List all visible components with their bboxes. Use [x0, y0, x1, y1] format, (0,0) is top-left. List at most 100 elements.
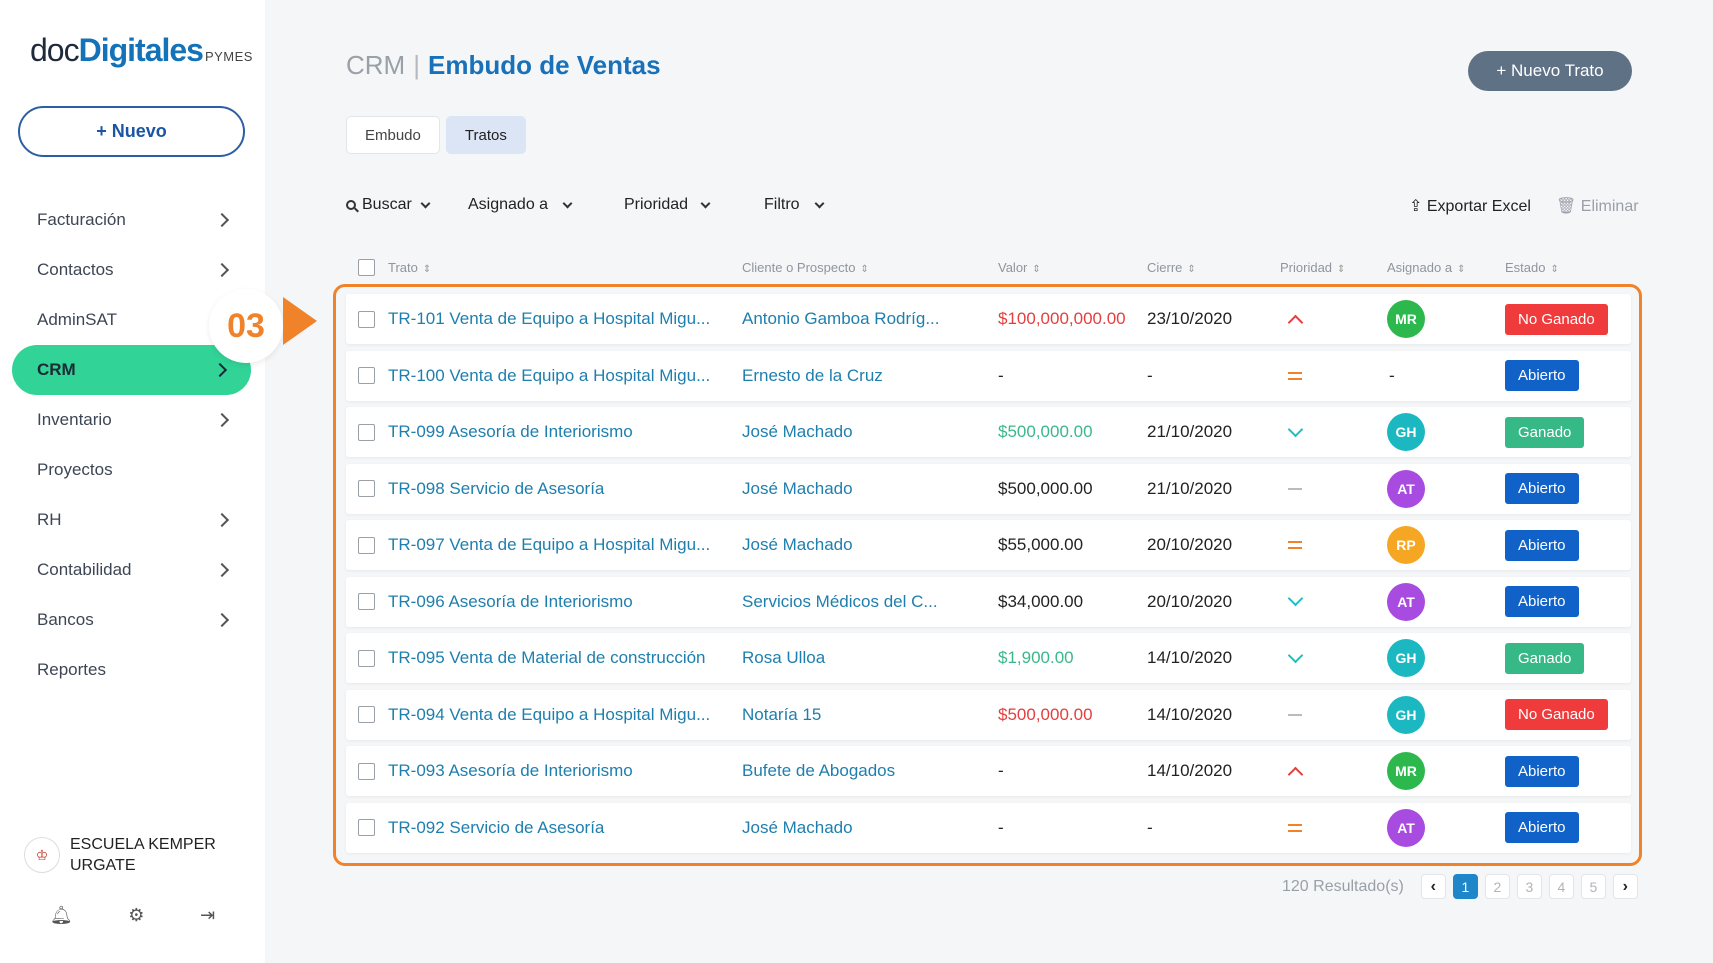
row-checkbox[interactable] [358, 690, 375, 740]
sidebar-item-adminsat[interactable]: AdminSAT [0, 295, 265, 345]
avatar[interactable]: GH [1387, 695, 1425, 734]
deal-link[interactable]: TR-100 Venta de Equipo a Hospital Migu..… [388, 365, 711, 385]
next-page-button[interactable]: › [1612, 874, 1638, 899]
tab-tratos[interactable]: Tratos [445, 116, 526, 154]
table-row[interactable]: TR-095 Venta de Material de construcción… [346, 633, 1631, 683]
row-checkbox[interactable] [358, 520, 375, 570]
deal-link[interactable]: TR-099 Asesoría de Interiorismo [388, 422, 633, 441]
row-checkbox[interactable] [358, 351, 375, 401]
sidebar-item-contactos[interactable]: Contactos [0, 245, 265, 295]
row-checkbox[interactable] [358, 464, 375, 514]
avatar[interactable]: AT [1387, 808, 1425, 847]
client-link[interactable]: José Machado [742, 478, 853, 498]
sidebar-item-bancos[interactable]: Bancos [0, 595, 265, 645]
table-row[interactable]: TR-094 Venta de Equipo a Hospital Migu..… [346, 689, 1631, 740]
row-checkbox[interactable] [358, 746, 375, 796]
avatar[interactable]: AT [1387, 469, 1425, 508]
table-row[interactable]: TR-101 Venta de Equipo a Hospital Migu..… [346, 294, 1631, 344]
sidebar-item-contabilidad[interactable]: Contabilidad [0, 545, 265, 595]
column-header-trato[interactable]: Trato ⇕ [388, 260, 432, 275]
prev-page-button[interactable]: ‹ [1420, 874, 1446, 899]
page-4-button[interactable]: 4 [1548, 874, 1574, 899]
deal-link[interactable]: TR-093 Asesoría de Interiorismo [388, 761, 633, 780]
client-link[interactable]: Notaría 15 [742, 704, 822, 724]
avatar[interactable]: MR [1387, 300, 1425, 338]
page-2-button[interactable]: 2 [1484, 874, 1510, 899]
table-row[interactable]: TR-098 Servicio de Asesoría José Machado $… [346, 463, 1631, 514]
new-deal-button[interactable]: + Nuevo Trato [1468, 51, 1632, 91]
deal-link[interactable]: TR-094 Venta de Equipo a Hospital Migu..… [388, 704, 711, 724]
client-link[interactable]: Bufete de Abogados [742, 761, 896, 780]
sidebar-item-label: RH [37, 510, 62, 529]
deal-value: $55,000.00 [998, 535, 1084, 554]
page-3-button[interactable]: 3 [1516, 874, 1542, 899]
search-filter[interactable]: Buscar [346, 196, 431, 214]
client-link[interactable]: Antonio Gamboa Rodríg... [742, 309, 940, 328]
client-link[interactable]: Ernesto de la Cruz [742, 365, 883, 385]
row-checkbox[interactable] [358, 803, 375, 853]
column-header-estado[interactable]: Estado ⇕ [1505, 260, 1559, 275]
gear-icon[interactable]: ⚙ [128, 905, 145, 925]
sidebar-item-rh[interactable]: RH [0, 495, 265, 545]
tab-embudo[interactable]: Embudo [346, 116, 440, 154]
column-header-prioridad[interactable]: Prioridad ⇕ [1280, 260, 1346, 275]
sidebar-item-label: Proyectos [37, 460, 113, 479]
avatar[interactable]: GH [1387, 413, 1425, 451]
breadcrumb-section[interactable]: CRM [346, 50, 406, 80]
sort-icon: ⇕ [1550, 264, 1559, 275]
priority-cell [1280, 294, 1310, 344]
client-link[interactable]: José Machado [742, 817, 853, 837]
status-badge: No Ganado [1505, 699, 1608, 730]
avatar[interactable]: AT [1387, 582, 1425, 621]
table-row[interactable]: TR-100 Venta de Equipo a Hospital Migu..… [346, 350, 1631, 401]
sidebar-item-reportes[interactable]: Reportes [0, 645, 265, 695]
general-filter[interactable]: Filtro [764, 196, 825, 214]
deal-link[interactable]: TR-098 Servicio de Asesoría [388, 478, 605, 498]
column-header-cliente[interactable]: Cliente o Prospecto ⇕ [742, 260, 869, 275]
deal-value: $500,000.00 [998, 704, 1093, 724]
column-header-valor[interactable]: Valor ⇕ [998, 260, 1041, 275]
deal-link[interactable]: TR-095 Venta de Material de construcción [388, 648, 706, 667]
sidebar-item-inventario[interactable]: Inventario [0, 395, 265, 445]
client-link[interactable]: José Machado [742, 422, 853, 441]
export-excel-button[interactable]: ⇪ Exportar Excel [1409, 198, 1531, 215]
row-checkbox[interactable] [358, 577, 375, 627]
app-logo[interactable]: docDigitales PYMES [30, 32, 253, 68]
table-row[interactable]: TR-096 Asesoría de Interiorismo Servicios… [346, 576, 1631, 627]
client-link[interactable]: Servicios Médicos del C... [742, 591, 938, 611]
sidebar-item-crm[interactable]: CRM [12, 345, 251, 395]
column-header-cierre[interactable]: Cierre ⇕ [1147, 260, 1196, 275]
sidebar-item-proyectos[interactable]: Proyectos [0, 445, 265, 495]
deal-link[interactable]: TR-092 Servicio de Asesoría [388, 817, 605, 837]
deal-link[interactable]: TR-097 Venta de Equipo a Hospital Migu..… [388, 535, 711, 554]
assignee-cell: AT [1387, 464, 1425, 514]
client-link[interactable]: José Machado [742, 535, 853, 554]
row-checkbox[interactable] [358, 407, 375, 457]
table-row[interactable]: TR-099 Asesoría de Interiorismo José Mach… [346, 407, 1631, 457]
column-header-asignado[interactable]: Asignado a ⇕ [1387, 260, 1466, 275]
organization-info[interactable]: ♔ ESCUELA KEMPER URGATE [24, 834, 216, 876]
new-button[interactable]: + Nuevo [18, 106, 245, 157]
page-5-button[interactable]: 5 [1580, 874, 1606, 899]
table-row[interactable]: TR-093 Asesoría de Interiorismo Bufete de… [346, 746, 1631, 796]
deal-link[interactable]: TR-101 Venta de Equipo a Hospital Migu..… [388, 309, 711, 328]
page-1-button[interactable]: 1 [1452, 874, 1478, 899]
delete-button[interactable]: 🗑︎ Eliminar [1556, 198, 1639, 215]
table-row[interactable]: TR-097 Venta de Equipo a Hospital Migu..… [346, 520, 1631, 570]
avatar[interactable]: RP [1387, 526, 1425, 564]
sidebar-item-facturacion[interactable]: Facturación [0, 195, 265, 245]
row-checkbox[interactable] [358, 633, 375, 683]
bell-icon[interactable]: 🔔︎ [49, 905, 73, 925]
select-all-checkbox[interactable] [358, 259, 375, 279]
client-link[interactable]: Rosa Ulloa [742, 648, 826, 667]
deal-link[interactable]: TR-096 Asesoría de Interiorismo [388, 591, 633, 611]
close-date: - [1147, 817, 1153, 837]
avatar[interactable]: GH [1387, 639, 1425, 677]
priority-filter[interactable]: Prioridad [624, 196, 711, 214]
table-row[interactable]: TR-092 Servicio de Asesoría José Machado -… [346, 802, 1631, 853]
assigned-filter[interactable]: Asignado a [468, 196, 573, 214]
organization-name-line2: URGATE [70, 857, 136, 874]
avatar[interactable]: MR [1387, 752, 1425, 790]
row-checkbox[interactable] [358, 294, 375, 344]
logout-icon[interactable]: ⇥ [200, 905, 216, 925]
